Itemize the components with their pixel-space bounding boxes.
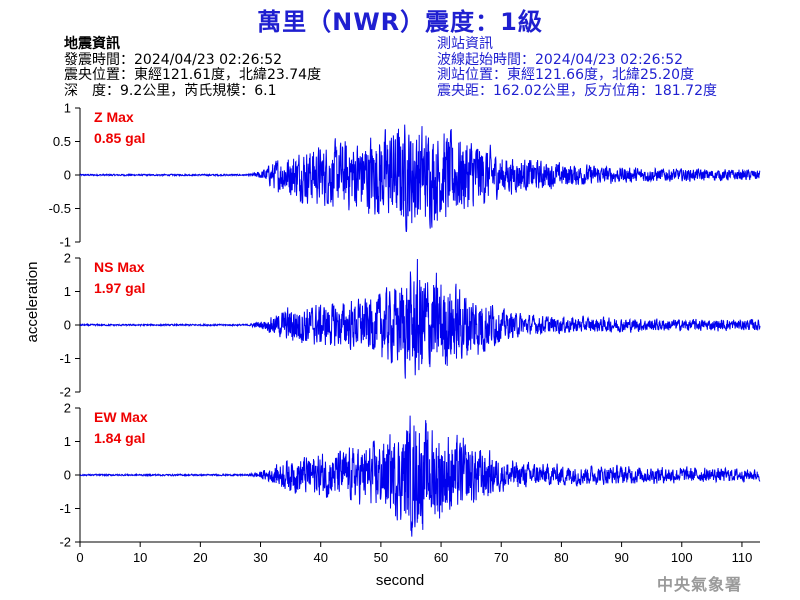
y-axis-title: acceleration [24,262,41,343]
waveform-ns [79,258,761,379]
y-tick-label: 0 [64,318,71,333]
max-value-ns: 1.97 gal [94,280,145,296]
max-label-z: Z Max [94,109,134,125]
x-tick-label: 70 [494,550,508,565]
x-tick-label: 110 [732,550,753,565]
x-tick-label: 20 [193,550,207,565]
y-tick-label: 2 [64,401,71,416]
x-tick-label: 50 [374,550,388,565]
y-tick-label: 1 [64,101,71,116]
y-tick-label: -1 [59,501,71,516]
station-info-block: 測站資訊 波線起始時間：2024/04/23 02:26:52 測站位置：東經1… [437,36,717,99]
x-tick-label: 60 [434,550,448,565]
epicenter-location: 震央位置：東經121.61度，北緯23.74度 [64,67,322,83]
waveform-ew [79,415,761,537]
y-tick-label: 1 [64,434,71,449]
chart-title: 萬里（NWR）震度：1級 [257,8,543,36]
x-tick-label: 40 [313,550,327,565]
y-tick-label: -1 [59,351,71,366]
station-info-heading: 測站資訊 [437,36,493,52]
y-tick-label: 0 [64,468,71,483]
y-tick-label: 1 [64,284,71,299]
origin-time: 發震時間：2024/04/23 02:26:52 [64,51,283,68]
waveform-z [79,124,761,233]
cwa-watermark: 中央氣象署 [657,575,743,594]
y-tick-label: -0.5 [49,201,71,216]
y-tick-label: -1 [59,235,71,250]
x-tick-label: 100 [671,550,693,565]
depth-magnitude: 深 度：9.2公里，芮氏規模：6.1 [64,82,277,99]
x-tick-label: 30 [253,550,267,565]
epicentral-distance: 震央距：162.02公里，反方位角：181.72度 [437,82,717,99]
x-tick-label: 90 [614,550,628,565]
y-tick-label: -2 [59,535,71,550]
station-location: 測站位置：東經121.66度，北緯25.20度 [437,67,695,83]
y-tick-label: 0.5 [53,134,71,149]
x-tick-label: 80 [554,550,568,565]
y-tick-label: 2 [64,251,71,266]
y-tick-label: 0 [64,168,71,183]
wave-start-time: 波線起始時間：2024/04/23 02:26:52 [437,51,684,68]
x-axis-title: second [376,572,424,589]
quake-info-heading: 地震資訊 [64,36,120,52]
x-tick-label: 0 [76,550,83,565]
quake-info-block: 地震資訊 發震時間：2024/04/23 02:26:52 震央位置：東經121… [64,36,322,99]
y-tick-label: -2 [59,385,71,400]
max-label-ew: EW Max [94,409,148,425]
max-value-ew: 1.84 gal [94,430,145,446]
max-value-z: 0.85 gal [94,130,145,146]
x-tick-label: 10 [133,550,147,565]
max-label-ns: NS Max [94,259,145,275]
